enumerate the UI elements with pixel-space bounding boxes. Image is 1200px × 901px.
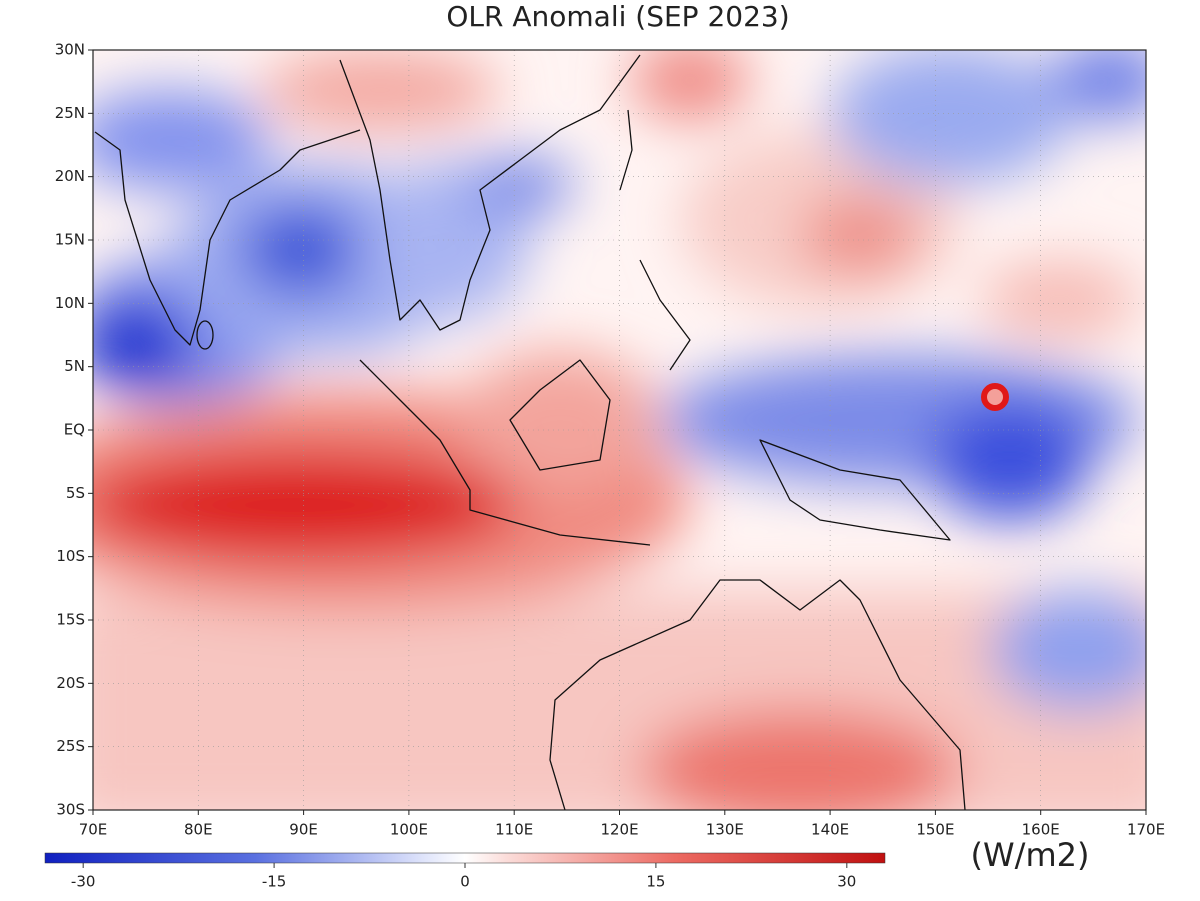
coastline (619, 109, 633, 191)
anomaly-field (93, 50, 1146, 810)
coastline (759, 439, 951, 541)
y-tick-label: 10S (56, 547, 85, 565)
unit-label: (W/m2) (971, 836, 1090, 874)
colorbar (44, 852, 886, 864)
coastline (196, 320, 214, 350)
coastline (359, 359, 651, 546)
colorbar-label: -30 (71, 873, 96, 891)
x-tick-label: 80E (184, 821, 213, 839)
colorbar-label: -15 (262, 873, 287, 891)
x-tick-label: 140E (811, 821, 849, 839)
x-tick-label: 70E (79, 821, 108, 839)
coastline (549, 579, 966, 810)
y-tick-label: 30N (55, 41, 85, 59)
y-tick-label: 20S (56, 674, 85, 692)
y-tick-label: 5N (64, 357, 85, 375)
y-tick-label: 25N (55, 104, 85, 122)
y-tick-label: 25S (56, 737, 85, 755)
y-tick-label: 10N (55, 294, 85, 312)
colorbar-label: 15 (646, 873, 665, 891)
colorbar-label: 30 (837, 873, 856, 891)
x-tick-label: 110E (495, 821, 533, 839)
x-tick-label: 100E (390, 821, 428, 839)
colorbar-label: 0 (460, 873, 470, 891)
x-tick-label: 90E (289, 821, 318, 839)
x-tick-label: 150E (916, 821, 954, 839)
x-tick-label: 120E (600, 821, 638, 839)
y-tick-label: EQ (64, 421, 85, 439)
y-tick-label: 5S (66, 484, 85, 502)
x-tick-label: 170E (1127, 821, 1165, 839)
coastline (639, 259, 691, 371)
coastline (339, 54, 641, 331)
x-tick-label: 130E (706, 821, 744, 839)
y-tick-label: 20N (55, 167, 85, 185)
y-tick-label: 30S (56, 801, 85, 819)
y-tick-label: 15N (55, 231, 85, 249)
title: OLR Anomali (SEP 2023) (446, 0, 789, 33)
x-tick-label: 160E (1022, 821, 1060, 839)
coastline (94, 129, 361, 346)
coastline (509, 359, 611, 471)
y-tick-label: 15S (56, 611, 85, 629)
